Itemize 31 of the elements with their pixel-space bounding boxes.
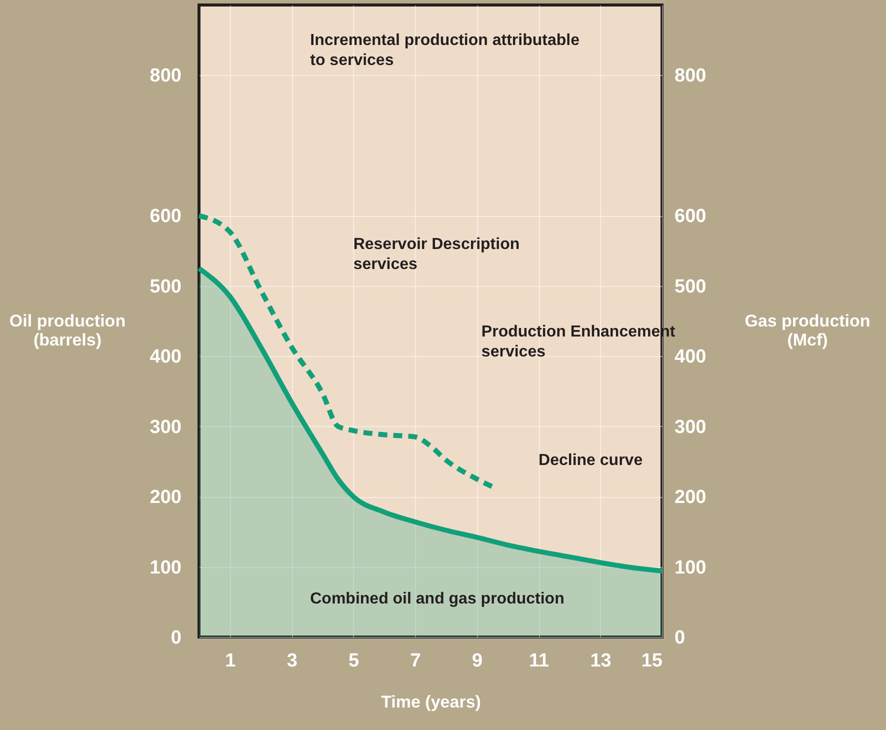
annotation: Decline curve	[538, 452, 643, 470]
y2-tick-label: 300	[674, 416, 706, 438]
x-tick-label: 7	[410, 650, 421, 672]
y-tick-label: 500	[150, 276, 182, 298]
y-tick-label: 400	[150, 346, 182, 368]
y-tick-label: 600	[150, 206, 182, 228]
y-tick-label: 200	[150, 487, 182, 508]
y2-tick-label: 0	[674, 628, 686, 648]
x-tick-label: 13	[590, 650, 612, 672]
x-tick-label: 15	[641, 650, 663, 672]
y2-tick-label: 100	[674, 557, 706, 578]
annotation: Incremental production attributable to services	[310, 32, 580, 70]
y2-tick-label: 400	[674, 346, 706, 368]
y2-tick-label: 800	[674, 66, 706, 87]
annotation: Combined oil and gas production	[310, 590, 564, 608]
annotation: Reservoir Description services	[353, 236, 520, 273]
y2-axis-title: Gas production (Mcf)	[744, 312, 870, 350]
x-tick-label: 3	[286, 650, 298, 672]
x-axis-title: Time (years)	[381, 692, 481, 712]
y-tick-label: 300	[150, 416, 182, 438]
y-tick-label: 0	[170, 628, 182, 648]
x-tick-label: 9	[472, 650, 483, 672]
y2-tick-label: 200	[674, 487, 706, 508]
x-tick-label: 11	[528, 650, 550, 672]
y2-tick-label: 500	[674, 276, 706, 298]
x-tick-label: 5	[348, 650, 360, 672]
y-tick-label: 100	[150, 557, 182, 578]
x-tick-label: 1	[225, 650, 236, 672]
y-axis-title: Oil production (barrels)	[9, 312, 126, 350]
y2-tick-label: 600	[674, 206, 706, 228]
y-tick-label: 800	[150, 66, 182, 87]
